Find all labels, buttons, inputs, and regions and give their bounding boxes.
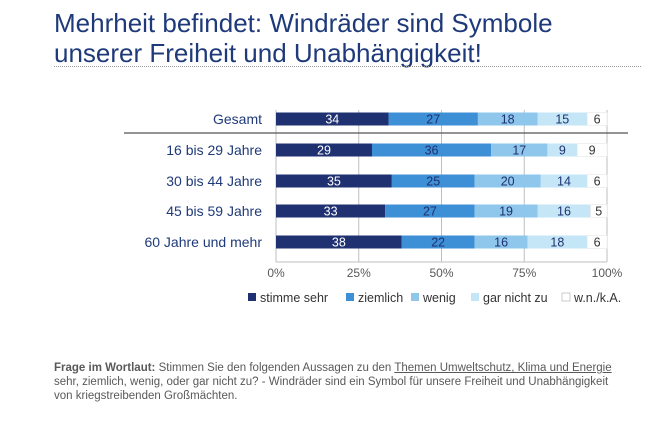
- bar-segment: [586, 174, 608, 188]
- bar-segment: [474, 235, 528, 249]
- bar-segment: [491, 143, 548, 157]
- data-label: 5: [595, 205, 602, 219]
- data-label: 38: [332, 236, 346, 250]
- bar-segment: [371, 143, 492, 157]
- bar-segment: [576, 143, 608, 157]
- footnote-text-before: Stimmen Sie den folgenden Aussagen zu de…: [158, 362, 392, 374]
- data-label: 14: [557, 175, 571, 189]
- data-label: 15: [555, 113, 569, 127]
- bar-segment: [540, 174, 588, 188]
- bar-segment: [385, 204, 475, 218]
- category-label: 16 bis 29 Jahre: [166, 142, 262, 158]
- bar-segment: [477, 112, 538, 126]
- stacked-bar-chart: 34 27 18 15 6 29 36 17 9 9 35 25 20 14 6 33 27 19 16 5 38 22 1…: [124, 110, 628, 305]
- bar-segment: [547, 143, 578, 157]
- bar-segment: [276, 235, 402, 249]
- x-tick-label: 0%: [267, 266, 285, 280]
- category-label: Gesamt: [213, 111, 262, 127]
- legend-label: gar nicht zu: [483, 291, 548, 305]
- data-label: 20: [501, 175, 515, 189]
- data-label: 27: [423, 205, 437, 219]
- legend-label: w.n./k.A.: [573, 291, 621, 305]
- data-label: 16: [494, 236, 508, 250]
- bar-segment: [276, 174, 392, 188]
- x-tick-label: 50%: [429, 266, 453, 280]
- data-label: 25: [426, 175, 440, 189]
- bar-segment: [586, 235, 608, 249]
- data-label: 9: [589, 144, 596, 158]
- bar-segment: [590, 204, 608, 218]
- legend-label: wenig: [422, 291, 456, 305]
- bar-segment: [391, 174, 475, 188]
- x-tick-labels: 0% 25% 50% 75% 100%: [267, 266, 622, 280]
- data-label: 6: [594, 175, 601, 189]
- bar-segment: [276, 112, 389, 126]
- legend-label: ziemlich: [358, 291, 403, 305]
- data-label: 18: [550, 236, 564, 250]
- data-label: 6: [594, 236, 601, 250]
- data-label: 22: [431, 236, 445, 250]
- footnote-text-after: sehr, ziemlich, wenig, oder gar nicht zu…: [54, 376, 609, 402]
- question-footnote: Frage im Wortlaut: Stimmen Sie den folge…: [54, 361, 614, 403]
- title-divider: [54, 66, 641, 67]
- category-label: 45 bis 59 Jahre: [166, 203, 262, 219]
- legend-label: stimme sehr: [260, 291, 328, 305]
- legend-swatch: [561, 292, 571, 302]
- data-label: 27: [426, 113, 440, 127]
- data-label: 29: [317, 144, 331, 158]
- data-label: 16: [557, 205, 571, 219]
- x-tick-label: 25%: [347, 266, 371, 280]
- legend-swatch: [471, 293, 479, 301]
- data-label: 33: [324, 205, 338, 219]
- bar-segment: [474, 204, 538, 218]
- category-label: 30 bis 44 Jahre: [166, 173, 262, 189]
- bar-segment: [388, 112, 478, 126]
- bar-segment: [276, 204, 386, 218]
- bar-segment: [537, 112, 588, 126]
- bar-segment: [401, 235, 475, 249]
- legend-swatch: [411, 293, 419, 301]
- bar-segment: [474, 174, 541, 188]
- bar-segment: [537, 204, 591, 218]
- bar-segment: [586, 112, 608, 126]
- data-label: 19: [499, 205, 513, 219]
- data-label: 18: [501, 113, 515, 127]
- data-label: 35: [327, 175, 341, 189]
- data-label: 17: [512, 144, 526, 158]
- bar-segment: [276, 143, 372, 157]
- category-label: 60 Jahre und mehr: [144, 234, 262, 250]
- footnote-underlined-topics: Themen Umweltschutz, Klima und Energie: [394, 362, 612, 374]
- legend: stimme sehr ziemlich wenig gar nicht zu w.n.…: [248, 291, 621, 305]
- chart-title: Mehrheit befindet: Windräder sind Symbol…: [54, 8, 553, 68]
- x-tick-label: 75%: [512, 266, 536, 280]
- bars: 34 27 18 15 6 29 36 17 9 9 35 25 20 14 6 33 27 19 16 5 38 22 1…: [276, 112, 608, 250]
- legend-swatch: [248, 293, 256, 301]
- category-labels: Gesamt 16 bis 29 Jahre 30 bis 44 Jahre 45 b…: [144, 111, 262, 250]
- data-label: 6: [594, 113, 601, 127]
- x-tick-label: 100%: [592, 266, 623, 280]
- data-label: 34: [325, 113, 339, 127]
- data-label: 36: [425, 144, 439, 158]
- legend-swatch: [346, 293, 354, 301]
- bar-segment: [527, 235, 588, 249]
- footnote-label: Frage im Wortlaut:: [54, 362, 156, 374]
- data-label: 9: [559, 144, 566, 158]
